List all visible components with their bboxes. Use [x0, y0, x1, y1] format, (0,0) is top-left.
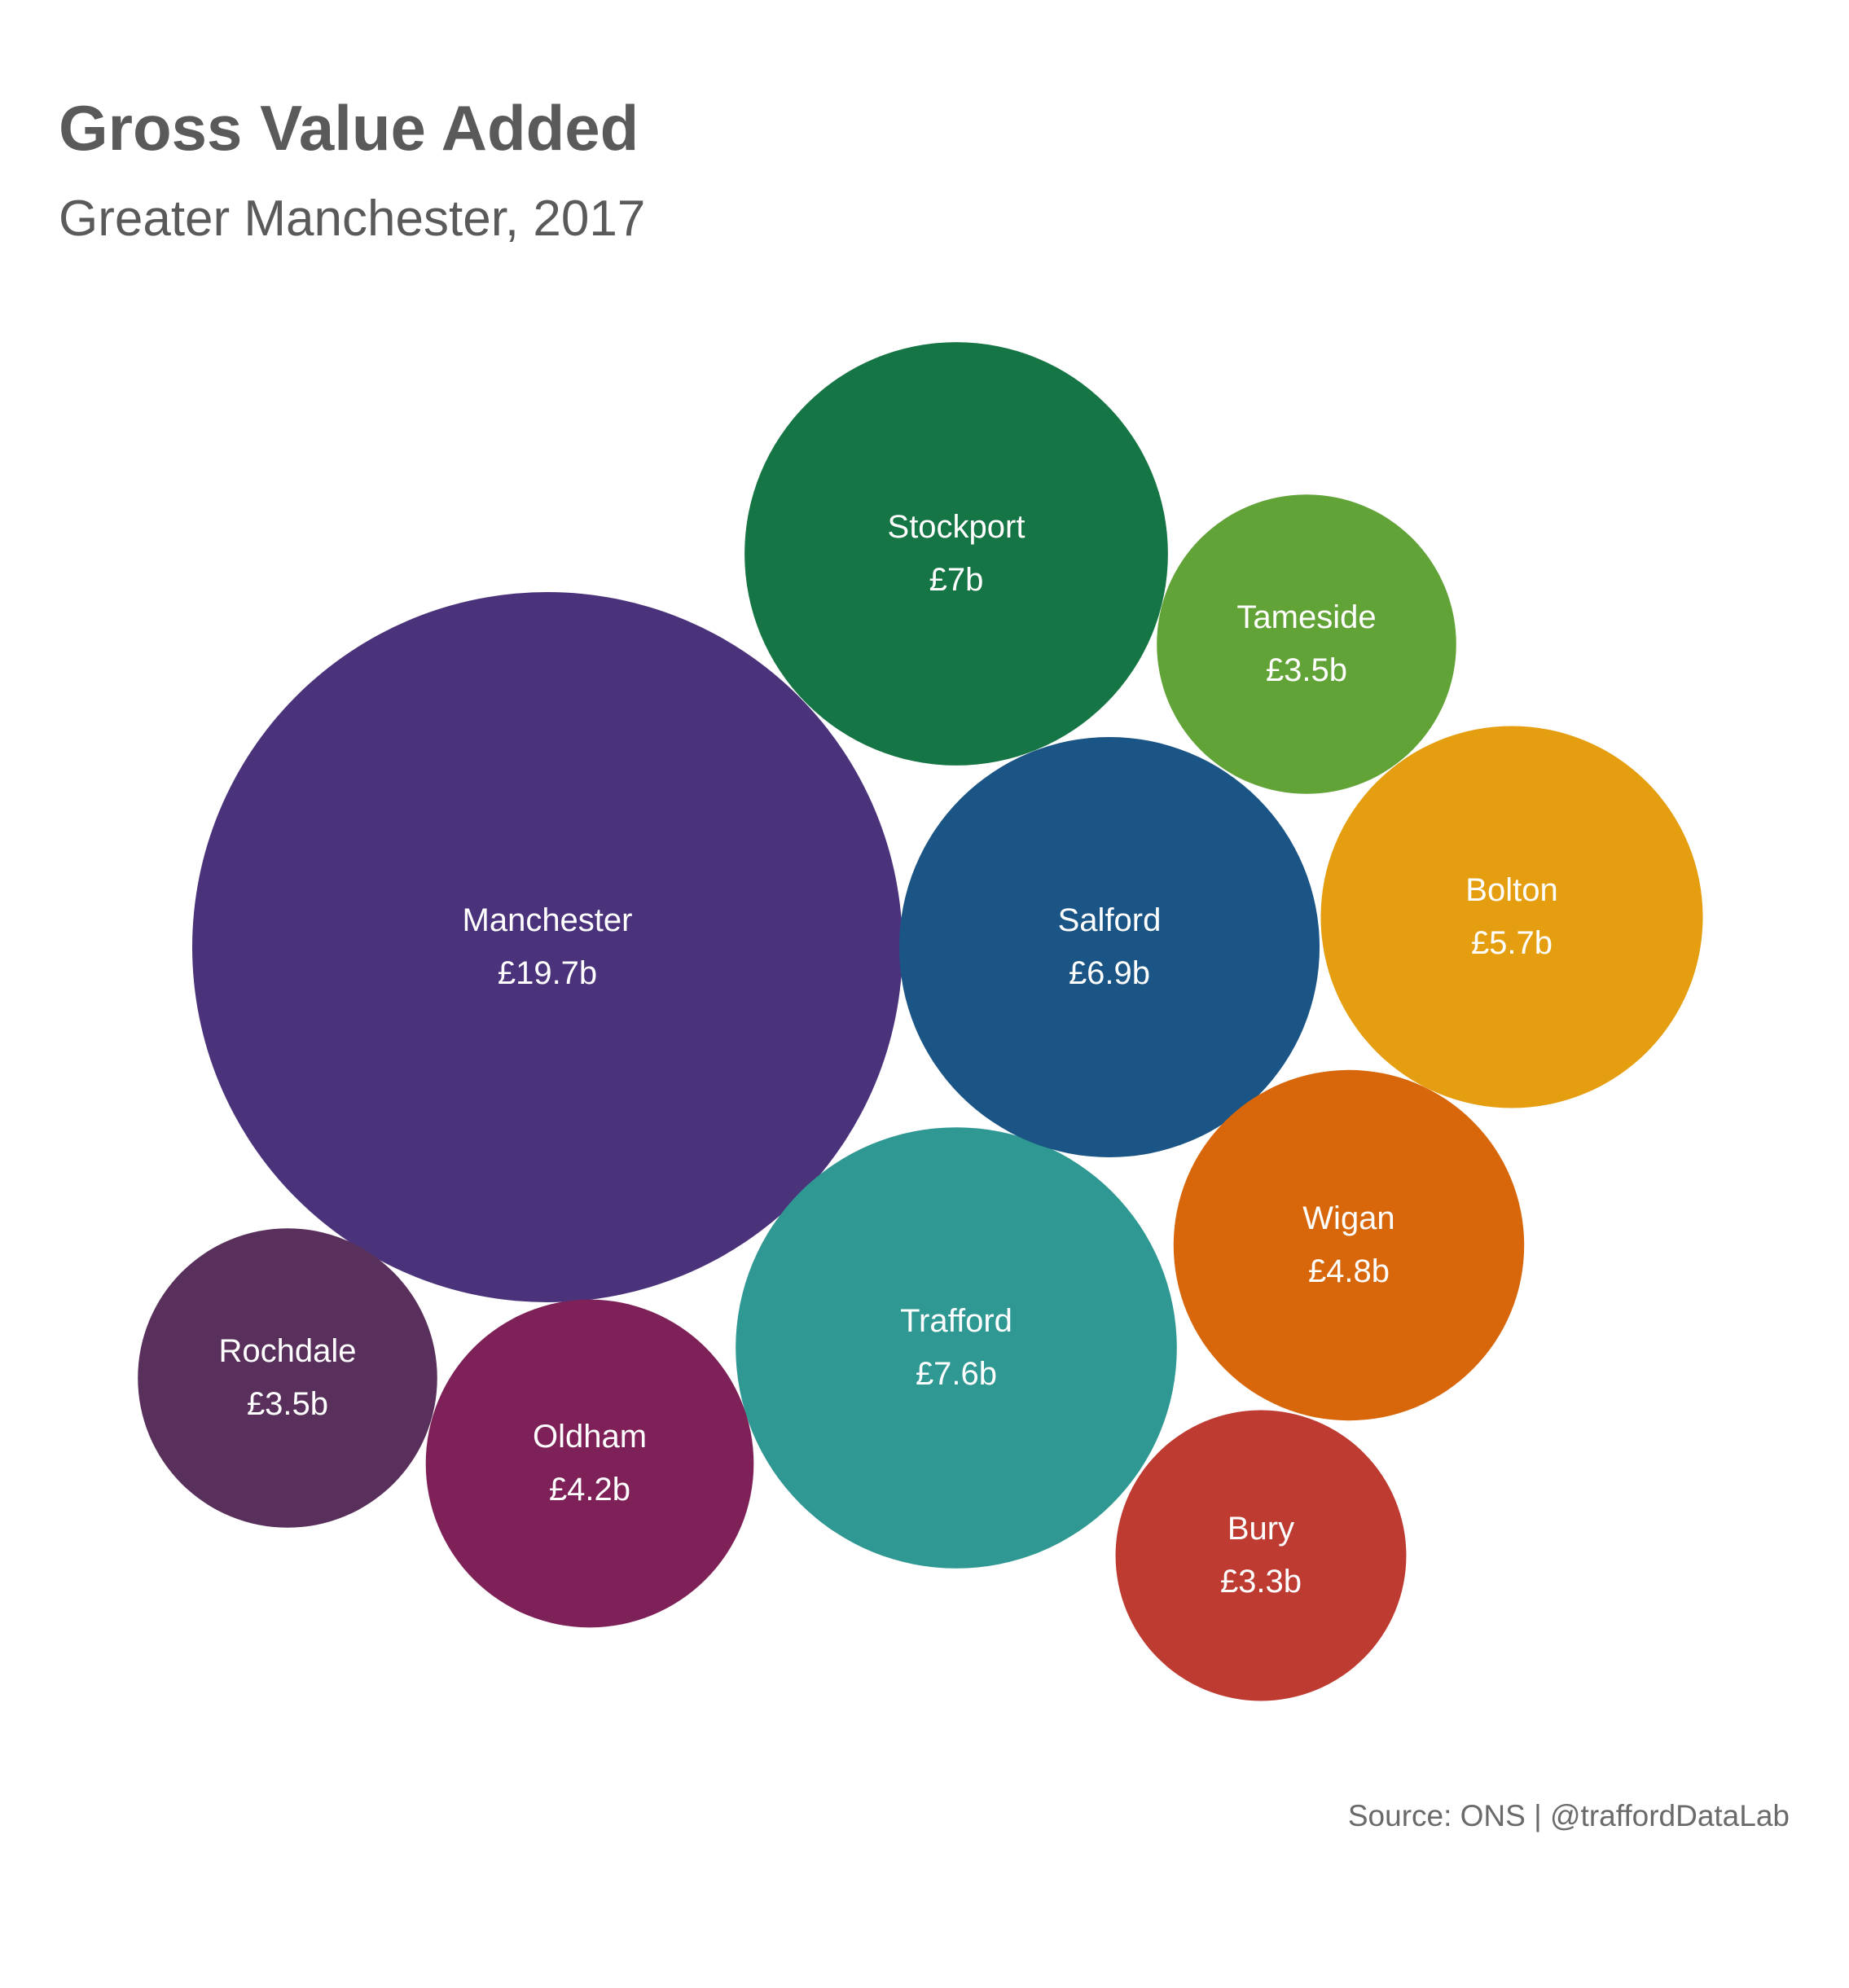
chart-title: Gross Value Added: [59, 92, 639, 164]
bubble-name-trafford: Trafford: [900, 1303, 1012, 1339]
bubble-bolton: Bolton £5.7b: [1320, 726, 1703, 1108]
bubble-circle-trafford: [736, 1127, 1177, 1569]
bubble-bury: Bury £3.3b: [1115, 1410, 1407, 1701]
bubble-circle-wigan: [1173, 1069, 1525, 1421]
bubble-circle-tameside: [1157, 494, 1456, 794]
bubble-manchester: Manchester £19.7b: [192, 592, 903, 1302]
bubble-name-rochdale: Rochdale: [218, 1333, 356, 1369]
bubble-value-bolton: £5.7b: [1471, 925, 1553, 961]
bubble-circle-stockport: [744, 342, 1168, 766]
bubble-value-tameside: £3.5b: [1266, 652, 1347, 688]
bubble-name-stockport: Stockport: [888, 509, 1026, 545]
bubble-name-manchester: Manchester: [463, 902, 633, 938]
bubble-circle-rochdale: [138, 1228, 437, 1528]
bubble-oldham: Oldham £4.2b: [425, 1299, 754, 1628]
bubble-value-stockport: £7b: [929, 562, 984, 598]
bubble-name-tameside: Tameside: [1236, 599, 1376, 635]
bubble-value-wigan: £4.8b: [1308, 1253, 1390, 1289]
bubble-value-rochdale: £3.5b: [247, 1386, 328, 1422]
bubble-value-trafford: £7.6b: [916, 1356, 997, 1392]
bubble-value-salford: £6.9b: [1069, 955, 1150, 991]
bubble-value-oldham: £4.2b: [549, 1472, 630, 1507]
bubble-circle-bolton: [1320, 726, 1703, 1108]
bubble-name-wigan: Wigan: [1302, 1200, 1394, 1236]
bubble-trafford: Trafford £7.6b: [736, 1127, 1177, 1569]
bubble-wigan: Wigan £4.8b: [1173, 1069, 1525, 1421]
bubble-name-bury: Bury: [1228, 1511, 1294, 1547]
bubble-rochdale: Rochdale £3.5b: [138, 1228, 437, 1528]
chart-caption: Source: ONS | @traffordDataLab: [1347, 1799, 1790, 1832]
bubble-circle-manchester: [192, 592, 903, 1302]
bubble-circle-bury: [1115, 1410, 1407, 1701]
bubble-salford: Salford £6.9b: [898, 736, 1320, 1158]
bubble-tameside: Tameside £3.5b: [1157, 494, 1456, 794]
bubble-stockport: Stockport £7b: [744, 342, 1168, 766]
bubble-circle-oldham: [425, 1299, 754, 1628]
bubble-name-salford: Salford: [1058, 902, 1162, 938]
bubble-value-bury: £3.3b: [1220, 1564, 1302, 1600]
chart-subtitle: Greater Manchester, 2017: [59, 191, 646, 247]
bubble-name-oldham: Oldham: [533, 1419, 647, 1455]
bubble-value-manchester: £19.7b: [498, 955, 597, 991]
bubble-name-bolton: Bolton: [1465, 872, 1557, 908]
bubble-circle-salford: [898, 736, 1320, 1158]
